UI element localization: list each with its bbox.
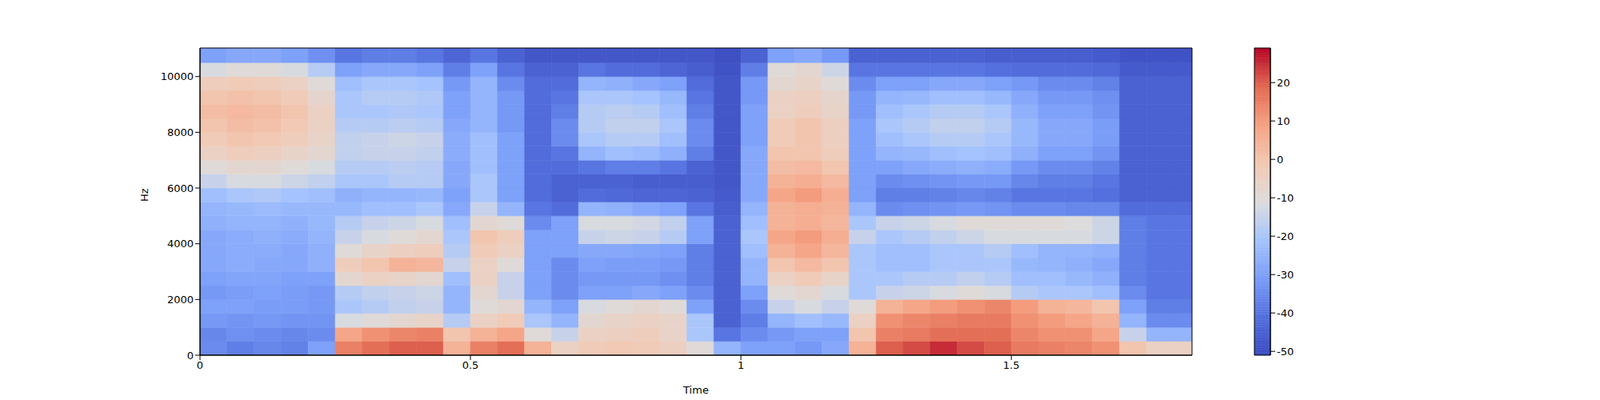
svg-text:-20: -20 [1276, 230, 1294, 243]
svg-text:Time: Time [682, 384, 709, 396]
svg-text:10: 10 [1276, 115, 1291, 128]
svg-text:10000: 10000 [160, 70, 194, 83]
svg-text:4000: 4000 [167, 237, 194, 250]
svg-text:0.5: 0.5 [462, 359, 480, 372]
svg-text:Hz: Hz [138, 188, 151, 202]
svg-text:2000: 2000 [167, 293, 194, 306]
svg-text:6000: 6000 [167, 182, 194, 195]
svg-text:-30: -30 [1276, 268, 1294, 281]
svg-text:-40: -40 [1276, 307, 1294, 320]
svg-text:-50: -50 [1276, 345, 1294, 358]
svg-text:0: 0 [187, 349, 194, 362]
svg-text:0: 0 [196, 359, 204, 372]
svg-text:1.5: 1.5 [1003, 359, 1020, 372]
svg-text:8000: 8000 [167, 126, 194, 139]
svg-text:0: 0 [1276, 153, 1284, 166]
svg-text:1: 1 [737, 359, 744, 372]
svg-text:20: 20 [1276, 76, 1291, 89]
svg-text:-10: -10 [1276, 192, 1294, 204]
